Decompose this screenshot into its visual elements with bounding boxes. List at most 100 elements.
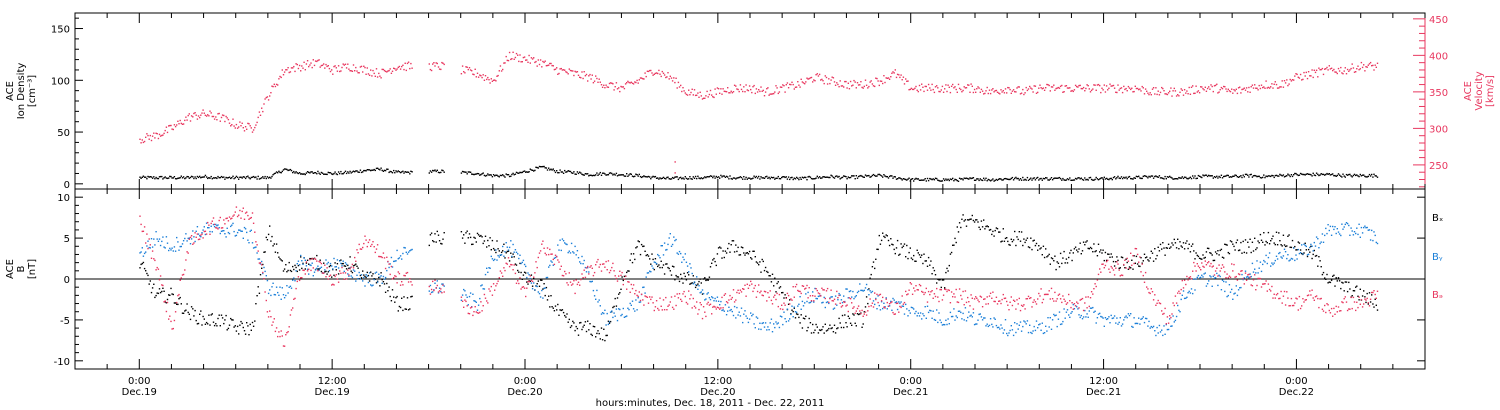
density-point — [712, 176, 714, 179]
bz-point — [778, 293, 781, 296]
velocity-point — [937, 87, 939, 89]
density-point — [1365, 176, 1367, 178]
density-point — [359, 169, 362, 171]
velocity-point — [1008, 87, 1010, 89]
bx-point — [1227, 251, 1229, 254]
bx-point — [879, 243, 882, 245]
by-point — [513, 251, 515, 253]
bx-point — [668, 267, 670, 270]
density-point — [1344, 176, 1346, 178]
by-point — [243, 226, 246, 229]
bx-point — [750, 257, 752, 259]
velocity-point — [1335, 71, 1337, 73]
bz-point — [893, 313, 895, 315]
velocity-point — [570, 70, 573, 72]
bx-point — [1027, 246, 1030, 248]
by-point — [259, 263, 262, 265]
density-point — [553, 170, 556, 172]
density-point — [1053, 177, 1055, 180]
density-point — [1100, 177, 1102, 179]
bz-point — [224, 223, 226, 225]
bz-point — [460, 296, 463, 298]
velocity-point — [463, 71, 465, 73]
velocity-point — [172, 128, 174, 131]
velocity-point — [202, 109, 204, 111]
by-point — [1088, 310, 1090, 312]
density-point — [650, 178, 652, 180]
by-point — [746, 317, 748, 319]
by-point — [1125, 315, 1127, 317]
bx-point — [1242, 240, 1244, 243]
by-point — [539, 296, 542, 298]
density-point — [1038, 179, 1040, 181]
by-point — [184, 237, 186, 240]
by-point — [257, 258, 259, 260]
velocity-point — [781, 86, 783, 88]
by-point — [1353, 231, 1356, 233]
velocity-point — [684, 92, 686, 94]
density-point — [996, 179, 999, 181]
density-point — [1211, 175, 1213, 177]
velocity-point — [1000, 89, 1002, 91]
bx-point — [927, 256, 930, 259]
density-point — [769, 178, 771, 180]
density-point — [737, 177, 739, 179]
bx-point — [969, 218, 971, 220]
density-point — [510, 175, 512, 177]
velocity-point — [1118, 89, 1120, 91]
bz-point — [969, 305, 971, 307]
density-point — [1159, 177, 1162, 179]
density-point — [833, 177, 836, 179]
density-point — [640, 176, 643, 179]
bz-point — [472, 314, 474, 317]
bz-point — [954, 296, 956, 298]
velocity-point — [1078, 84, 1080, 87]
bz-point — [336, 278, 339, 280]
density-point — [778, 177, 781, 180]
bz-point — [230, 218, 232, 220]
density-point — [151, 177, 154, 179]
by-point — [962, 312, 964, 315]
bx-point — [1065, 258, 1068, 260]
bz-point — [163, 301, 165, 303]
by-point — [334, 266, 336, 268]
bz-point — [841, 305, 844, 307]
density-point — [792, 178, 794, 181]
bx-point — [1320, 266, 1322, 268]
by-point — [1208, 280, 1210, 282]
density-point — [1004, 177, 1007, 180]
bx-point — [1334, 285, 1336, 287]
velocity-point — [764, 91, 767, 93]
bx-point — [391, 289, 394, 291]
bz-point — [623, 278, 626, 280]
velocity-point — [1195, 85, 1197, 87]
density-point — [898, 177, 900, 179]
density-point — [223, 176, 225, 178]
density-point — [882, 176, 884, 178]
bx-point — [403, 296, 405, 298]
by-point — [1205, 285, 1208, 287]
bz-point — [535, 261, 537, 263]
by-point — [1281, 257, 1283, 259]
by-point — [1093, 311, 1095, 313]
density-point — [944, 179, 946, 182]
by-point — [204, 233, 207, 236]
bz-point — [269, 310, 271, 312]
density-point — [785, 176, 787, 178]
velocity-point — [593, 80, 596, 82]
density-point — [1337, 173, 1340, 175]
by-point — [504, 251, 506, 253]
density-point — [891, 175, 893, 177]
velocity-point — [1157, 90, 1159, 92]
velocity-point — [786, 82, 789, 84]
by-point — [932, 310, 934, 312]
velocity-point — [391, 70, 394, 72]
bz-point — [810, 300, 813, 302]
velocity-point — [652, 74, 654, 76]
velocity-point — [272, 85, 274, 88]
density-point — [843, 175, 845, 177]
bx-point — [1066, 262, 1069, 264]
bx-point — [1068, 256, 1070, 259]
by-point — [915, 310, 917, 313]
bx-point — [530, 274, 533, 276]
